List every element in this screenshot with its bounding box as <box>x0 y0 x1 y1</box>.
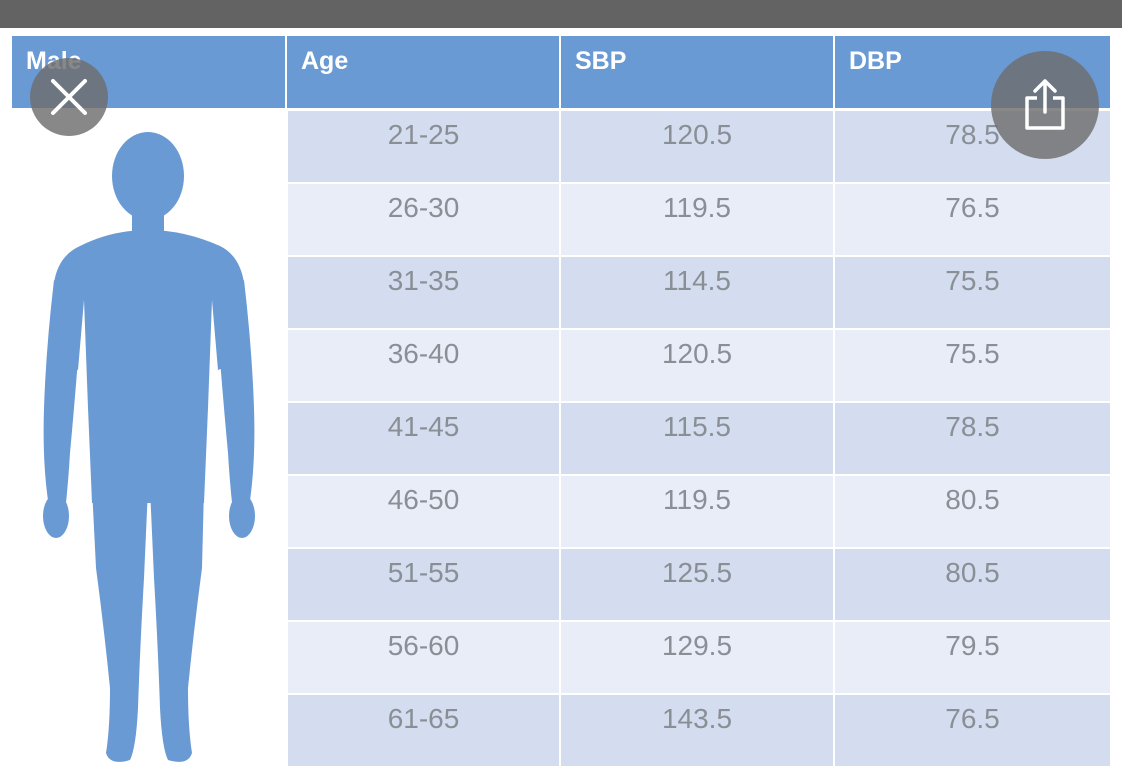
age-cell: 31-35 <box>288 257 559 328</box>
sbp-cell: 143.5 <box>561 695 833 766</box>
close-icon <box>51 79 87 115</box>
table-row: 31-35 114.5 75.5 <box>288 257 1110 328</box>
figure-column <box>12 108 287 768</box>
table-row: 36-40 120.5 75.5 <box>288 330 1110 401</box>
table-body: 21-25 120.5 78.5 26-30 119.5 76.5 31-35 … <box>288 111 1110 768</box>
dbp-cell: 79.5 <box>835 622 1110 693</box>
close-button[interactable] <box>30 58 108 136</box>
age-cell: 26-30 <box>288 184 559 255</box>
dbp-cell: 78.5 <box>835 403 1110 474</box>
dbp-cell: 75.5 <box>835 257 1110 328</box>
age-cell: 46-50 <box>288 476 559 547</box>
male-silhouette-icon <box>43 132 255 762</box>
dbp-cell: 76.5 <box>835 695 1110 766</box>
share-icon <box>1025 79 1065 130</box>
age-cell: 51-55 <box>288 549 559 620</box>
sbp-cell: 119.5 <box>561 184 833 255</box>
table-row: 61-65 143.5 76.5 <box>288 695 1110 766</box>
age-cell: 41-45 <box>288 403 559 474</box>
sbp-cell: 114.5 <box>561 257 833 328</box>
dbp-cell: 80.5 <box>835 549 1110 620</box>
dbp-cell: 76.5 <box>835 184 1110 255</box>
table-row: 21-25 120.5 78.5 <box>288 111 1110 182</box>
table-row: 26-30 119.5 76.5 <box>288 184 1110 255</box>
sbp-cell: 120.5 <box>561 330 833 401</box>
table-row: 56-60 129.5 79.5 <box>288 622 1110 693</box>
dbp-cell: 80.5 <box>835 476 1110 547</box>
age-cell: 36-40 <box>288 330 559 401</box>
sbp-cell: 119.5 <box>561 476 833 547</box>
dbp-cell: 75.5 <box>835 330 1110 401</box>
blood-pressure-table: Male Age SBP DBP <box>12 36 1110 768</box>
header-dbp: DBP <box>849 47 902 75</box>
header-age: Age <box>287 36 561 108</box>
table-header-row: Male Age SBP DBP <box>12 36 1110 108</box>
sbp-cell: 115.5 <box>561 403 833 474</box>
table-row: 46-50 119.5 80.5 <box>288 476 1110 547</box>
age-cell: 21-25 <box>288 111 559 182</box>
sbp-cell: 125.5 <box>561 549 833 620</box>
sbp-cell: 129.5 <box>561 622 833 693</box>
share-button[interactable] <box>991 51 1099 159</box>
age-cell: 61-65 <box>288 695 559 766</box>
table-row: 41-45 115.5 78.5 <box>288 403 1110 474</box>
sbp-cell: 120.5 <box>561 111 833 182</box>
top-status-bar <box>0 0 1122 28</box>
header-sbp: SBP <box>561 36 835 108</box>
age-cell: 56-60 <box>288 622 559 693</box>
table-row: 51-55 125.5 80.5 <box>288 549 1110 620</box>
